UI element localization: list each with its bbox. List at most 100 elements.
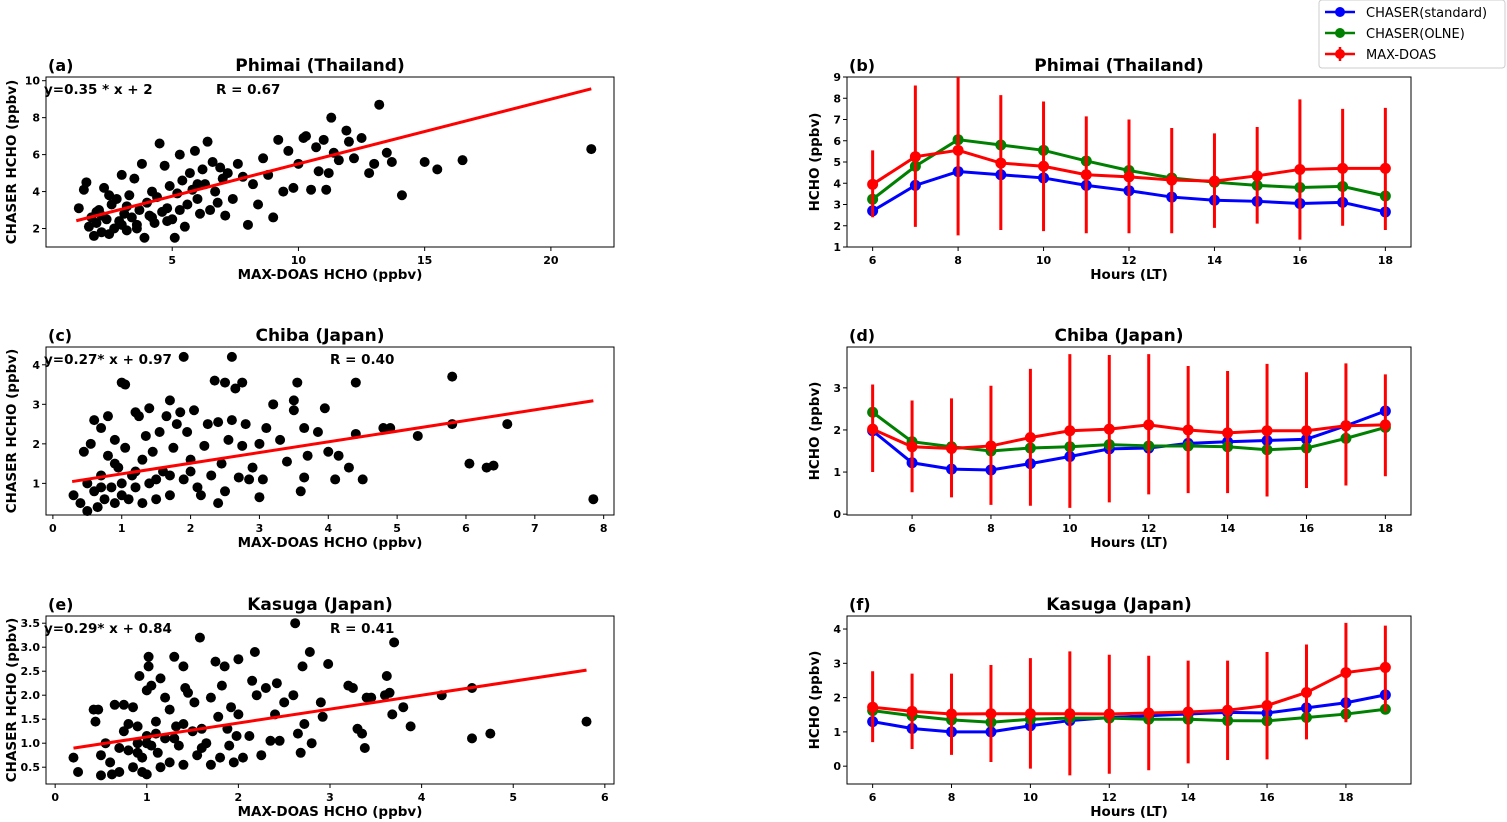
scatter-point	[412, 430, 423, 441]
scatter-point	[318, 134, 329, 145]
x-axis-label: MAX-DOAS HCHO (ppbv)	[238, 535, 423, 551]
scatter-point	[104, 190, 115, 201]
scatter-point	[467, 733, 477, 744]
x-tick-label: 10	[1062, 522, 1078, 535]
data-point	[1024, 708, 1036, 720]
scatter-point	[216, 680, 227, 691]
scatter-point	[378, 423, 389, 434]
data-point	[1340, 420, 1352, 432]
scatter-point	[220, 377, 231, 388]
legend-frame	[1318, 0, 1506, 69]
scatter-point	[174, 149, 185, 160]
scatter-point	[189, 697, 200, 708]
y-tick-label: 8	[833, 92, 841, 105]
scatter-point	[288, 182, 299, 193]
scatter-point	[257, 474, 268, 485]
scatter-point	[102, 450, 113, 461]
data-point	[1294, 163, 1306, 175]
scatter-point	[174, 205, 185, 216]
scatter-point	[405, 721, 416, 732]
x-tick-label: 5	[393, 522, 401, 535]
plot-area	[45, 615, 615, 785]
scatter-point	[194, 208, 205, 219]
scatter-point	[95, 770, 106, 781]
x-tick-label: 5	[168, 254, 176, 267]
scatter-point	[260, 683, 271, 693]
panel-label: (b)	[849, 56, 875, 75]
x-tick-label: 2	[187, 522, 195, 535]
x-tick-label: 14	[1181, 791, 1197, 804]
y-tick-label: 4	[833, 177, 841, 190]
series-line	[872, 665, 1386, 716]
scatter-point	[419, 157, 430, 167]
scatter-point	[118, 699, 129, 710]
scatter-point	[78, 446, 89, 457]
scatter-point	[160, 692, 171, 703]
scatter-point	[224, 740, 235, 751]
scatter-point	[233, 709, 244, 720]
scatter-point	[199, 440, 210, 451]
y-tick-label: 2	[32, 438, 40, 451]
scatter-point	[164, 490, 175, 501]
legend: CHASER(standard) CHASER(OLNE) MAX-DOAS	[1318, 0, 1506, 69]
legend-entry-olne: CHASER(OLNE)	[1325, 27, 1465, 42]
scatter-point	[162, 216, 173, 227]
scatter-point	[268, 399, 279, 410]
y-tick-label: 10	[25, 75, 41, 88]
scatter-point	[271, 678, 282, 689]
scatter-point	[268, 212, 279, 223]
scatter-point	[143, 661, 154, 672]
scatter-point	[169, 232, 180, 243]
x-tick-label: 20	[543, 254, 559, 267]
y-tick-label: 1	[32, 477, 40, 490]
scatter-point	[321, 184, 332, 195]
data-point	[1379, 162, 1391, 174]
scatter-point	[195, 490, 206, 501]
data-point	[906, 705, 918, 717]
x-tick-label: 14	[1220, 522, 1236, 535]
scatter-point	[128, 762, 139, 773]
y-tick-label: 4	[833, 623, 841, 636]
scatter-point	[159, 160, 170, 171]
scatter-point	[178, 351, 189, 362]
scatter-point	[288, 405, 299, 416]
scatter-point	[194, 632, 205, 643]
x-tick-label: 10	[1036, 254, 1052, 267]
scatter-point	[323, 446, 334, 457]
scatter-point	[588, 494, 599, 505]
scatter-point	[237, 440, 248, 451]
scatter-point	[150, 716, 161, 727]
scatter-point	[226, 415, 237, 426]
scatter-point	[141, 769, 152, 780]
scatter-point	[102, 411, 113, 422]
scatter-point	[210, 656, 221, 667]
scatter-point	[220, 486, 231, 497]
data-point	[1379, 419, 1391, 431]
scatter-point	[178, 719, 189, 729]
legend-entry-maxdoas: MAX-DOAS	[1325, 47, 1436, 63]
scatter-point	[81, 177, 92, 188]
x-tick-label: 3	[256, 522, 264, 535]
scatter-point	[244, 474, 255, 485]
scatter-point	[242, 219, 253, 230]
scatter-point	[213, 711, 224, 722]
scatter-point	[290, 618, 301, 629]
scatter-point	[197, 164, 208, 175]
scatter-point	[304, 647, 315, 657]
scatter-point	[131, 223, 142, 234]
scatter-point	[68, 490, 79, 501]
scatter-point	[387, 709, 398, 720]
regression-equation: y=0.29* x + 0.84	[44, 621, 172, 637]
scatter-point	[220, 210, 231, 221]
scatter-point	[357, 728, 368, 739]
scatter-point	[274, 735, 285, 746]
scatter-point	[109, 458, 120, 469]
scatter-point	[297, 661, 308, 672]
scatter-point	[120, 379, 131, 390]
data-point	[1208, 175, 1220, 187]
scatter-point	[233, 654, 244, 665]
data-point	[1038, 160, 1050, 172]
scatter-point	[132, 738, 143, 749]
